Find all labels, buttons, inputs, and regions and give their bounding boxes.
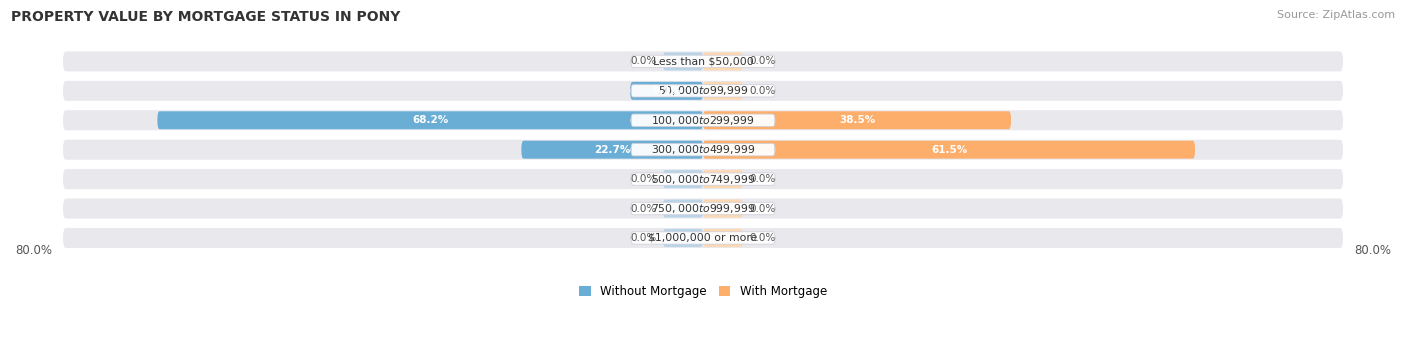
FancyBboxPatch shape xyxy=(703,111,1011,129)
FancyBboxPatch shape xyxy=(664,199,703,218)
Text: 0.0%: 0.0% xyxy=(749,233,776,243)
FancyBboxPatch shape xyxy=(631,173,775,185)
Text: $50,000 to $99,999: $50,000 to $99,999 xyxy=(658,84,748,97)
FancyBboxPatch shape xyxy=(703,199,742,218)
FancyBboxPatch shape xyxy=(631,202,775,215)
Text: 22.7%: 22.7% xyxy=(593,145,630,155)
FancyBboxPatch shape xyxy=(63,228,1343,248)
Text: $1,000,000 or more: $1,000,000 or more xyxy=(648,233,758,243)
Text: $750,000 to $999,999: $750,000 to $999,999 xyxy=(651,202,755,215)
Text: 68.2%: 68.2% xyxy=(412,115,449,125)
Text: $300,000 to $499,999: $300,000 to $499,999 xyxy=(651,143,755,156)
FancyBboxPatch shape xyxy=(522,141,703,159)
Text: 0.0%: 0.0% xyxy=(630,233,657,243)
FancyBboxPatch shape xyxy=(63,51,1343,71)
Text: 80.0%: 80.0% xyxy=(15,244,52,257)
FancyBboxPatch shape xyxy=(63,169,1343,189)
Text: Less than $50,000: Less than $50,000 xyxy=(652,56,754,66)
FancyBboxPatch shape xyxy=(703,141,1195,159)
FancyBboxPatch shape xyxy=(63,81,1343,101)
FancyBboxPatch shape xyxy=(631,114,775,127)
FancyBboxPatch shape xyxy=(703,170,742,188)
Text: 0.0%: 0.0% xyxy=(630,204,657,213)
Text: 0.0%: 0.0% xyxy=(749,174,776,184)
Text: 80.0%: 80.0% xyxy=(1354,244,1391,257)
FancyBboxPatch shape xyxy=(703,82,742,100)
FancyBboxPatch shape xyxy=(631,85,775,97)
Text: 0.0%: 0.0% xyxy=(749,86,776,96)
FancyBboxPatch shape xyxy=(703,53,742,70)
FancyBboxPatch shape xyxy=(664,170,703,188)
Text: 0.0%: 0.0% xyxy=(630,56,657,66)
FancyBboxPatch shape xyxy=(631,232,775,244)
Text: PROPERTY VALUE BY MORTGAGE STATUS IN PONY: PROPERTY VALUE BY MORTGAGE STATUS IN PON… xyxy=(11,10,401,24)
Text: $100,000 to $299,999: $100,000 to $299,999 xyxy=(651,114,755,127)
FancyBboxPatch shape xyxy=(703,229,742,247)
Text: 0.0%: 0.0% xyxy=(749,204,776,213)
Text: 38.5%: 38.5% xyxy=(839,115,875,125)
FancyBboxPatch shape xyxy=(157,111,703,129)
FancyBboxPatch shape xyxy=(664,229,703,247)
FancyBboxPatch shape xyxy=(630,82,703,100)
Text: 9.1%: 9.1% xyxy=(652,86,681,96)
FancyBboxPatch shape xyxy=(631,144,775,156)
Text: 61.5%: 61.5% xyxy=(931,145,967,155)
Text: Source: ZipAtlas.com: Source: ZipAtlas.com xyxy=(1277,10,1395,20)
Text: $500,000 to $749,999: $500,000 to $749,999 xyxy=(651,173,755,186)
FancyBboxPatch shape xyxy=(631,55,775,68)
FancyBboxPatch shape xyxy=(63,140,1343,160)
Legend: Without Mortgage, With Mortgage: Without Mortgage, With Mortgage xyxy=(579,285,827,298)
FancyBboxPatch shape xyxy=(63,198,1343,219)
FancyBboxPatch shape xyxy=(664,53,703,70)
Text: 0.0%: 0.0% xyxy=(749,56,776,66)
Text: 0.0%: 0.0% xyxy=(630,174,657,184)
FancyBboxPatch shape xyxy=(63,110,1343,130)
